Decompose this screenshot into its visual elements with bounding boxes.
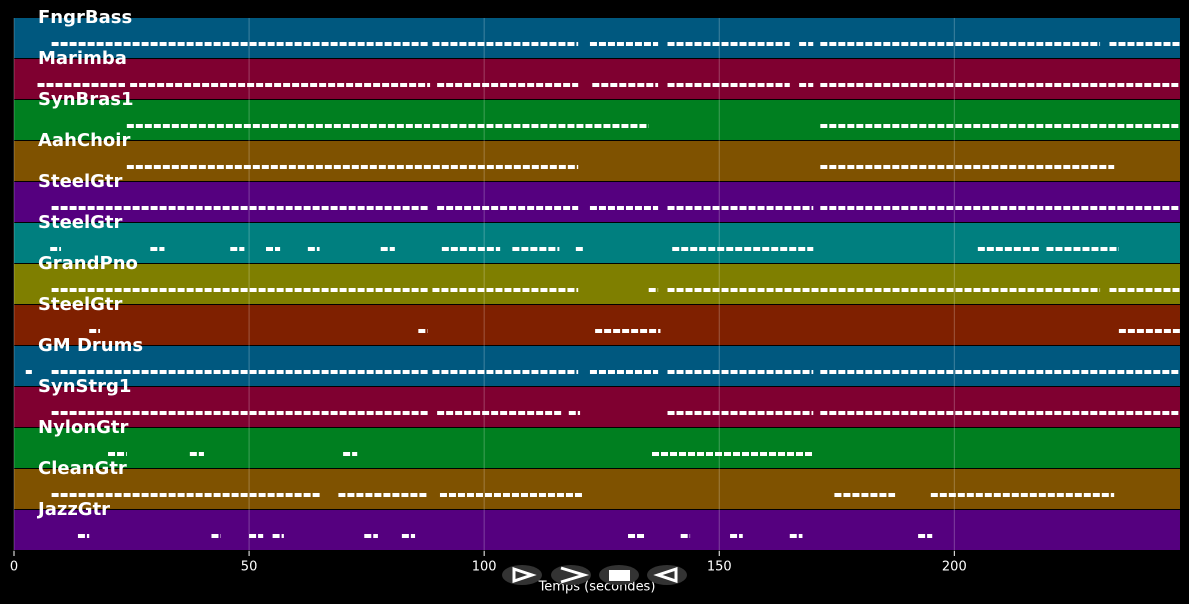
track-label: NylonGtr bbox=[38, 417, 129, 438]
x-axis-label: Temps (secondes) bbox=[538, 580, 656, 595]
labels: FngrBass Marimba SynBras1 AahChoir SteelGtr S… bbox=[36, 7, 143, 520]
stop-button[interactable] bbox=[599, 565, 639, 585]
track-band bbox=[14, 469, 1180, 509]
track-band bbox=[14, 59, 1180, 99]
track-band bbox=[14, 141, 1180, 181]
track-band bbox=[14, 223, 1180, 263]
back-button[interactable] bbox=[647, 565, 687, 585]
track-label: AahChoir bbox=[38, 130, 130, 151]
track-band bbox=[14, 264, 1180, 304]
track-band bbox=[14, 100, 1180, 140]
forward-button[interactable] bbox=[551, 565, 591, 585]
x-tick-label: 150 bbox=[707, 560, 732, 575]
track-band bbox=[14, 182, 1180, 222]
notes bbox=[25, 42, 1180, 538]
track-band bbox=[14, 18, 1180, 58]
grid bbox=[13, 18, 955, 551]
track-label: FngrBass bbox=[38, 7, 132, 28]
track-band bbox=[14, 428, 1180, 468]
x-tick-label: 0 bbox=[10, 560, 18, 575]
track-label: SynBras1 bbox=[38, 89, 134, 110]
track-label: SteelGtr bbox=[38, 171, 123, 192]
track-band bbox=[14, 346, 1180, 386]
track-label: JazzGtr bbox=[36, 499, 110, 520]
x-tick-label: 50 bbox=[241, 560, 258, 575]
track-label: SynStrg1 bbox=[38, 376, 131, 397]
track-label: GM Drums bbox=[38, 335, 143, 356]
track-label: SteelGtr bbox=[38, 212, 123, 233]
playback-controls bbox=[502, 565, 687, 585]
track-band bbox=[14, 510, 1180, 550]
play-button[interactable] bbox=[502, 565, 542, 585]
track-label: Marimba bbox=[38, 48, 127, 69]
track-band bbox=[14, 387, 1180, 427]
track-band bbox=[14, 305, 1180, 345]
x-tick-label: 200 bbox=[942, 560, 967, 575]
track-label: GrandPno bbox=[38, 253, 138, 274]
tracks bbox=[14, 18, 1180, 550]
track-label: CleanGtr bbox=[38, 458, 127, 479]
x-tick-label: 100 bbox=[472, 560, 497, 575]
track-label: SteelGtr bbox=[38, 294, 123, 315]
